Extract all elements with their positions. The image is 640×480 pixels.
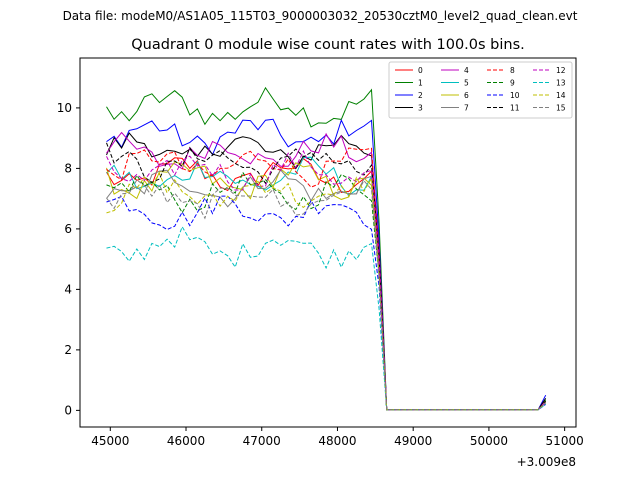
- legend-label-2: 2: [418, 91, 423, 100]
- legend-label-4: 4: [464, 66, 469, 75]
- legend-label-0: 0: [418, 66, 423, 75]
- y-tick-label: 10: [57, 101, 72, 115]
- legend-label-6: 6: [464, 91, 469, 100]
- y-tick-label: 2: [64, 343, 72, 357]
- y-tick-label: 6: [64, 222, 72, 236]
- legend-label-13: 13: [556, 79, 566, 88]
- legend-label-11: 11: [510, 104, 520, 113]
- figure-suptitle: Data file: modeM0/AS1A05_115T03_90000030…: [63, 9, 578, 23]
- x-tick-label: 50000: [470, 434, 508, 448]
- series-line-13: [106, 225, 546, 411]
- x-tick-label: 46000: [167, 434, 205, 448]
- series-line-11: [106, 142, 547, 411]
- x-tick-label: 45000: [91, 434, 129, 448]
- legend-label-10: 10: [510, 91, 520, 100]
- y-tick-label: 4: [64, 282, 72, 296]
- x-tick-label: 48000: [318, 434, 356, 448]
- legend-label-7: 7: [464, 104, 469, 113]
- x-tick-label: 49000: [394, 434, 432, 448]
- y-tick-label: 0: [64, 403, 72, 417]
- legend-label-5: 5: [464, 79, 469, 88]
- plot-frame: [79, 57, 577, 428]
- legend-label-12: 12: [556, 66, 566, 75]
- legend-label-8: 8: [510, 66, 515, 75]
- legend-label-15: 15: [556, 104, 566, 113]
- x-offset-label: +3.009e8: [517, 455, 576, 469]
- x-tick-label: 51000: [546, 434, 584, 448]
- series-layer: [106, 86, 547, 411]
- x-tick-label: 47000: [243, 434, 281, 448]
- y-axis: 0 2 4 6 8 10: [57, 101, 80, 417]
- legend-label-14: 14: [556, 91, 566, 100]
- legend-label-9: 9: [510, 79, 515, 88]
- legend-label-3: 3: [418, 104, 423, 113]
- x-axis: 45000 46000 47000 48000 49000 50000 51000: [91, 427, 584, 448]
- series-line-10: [106, 195, 546, 411]
- legend-box: [388, 61, 573, 119]
- legend-label-1: 1: [418, 79, 423, 88]
- y-tick-label: 8: [64, 161, 72, 175]
- chart-title: Quadrant 0 module wise count rates with …: [131, 37, 525, 53]
- series-line-15: [106, 179, 547, 411]
- series-line-9: [106, 171, 547, 411]
